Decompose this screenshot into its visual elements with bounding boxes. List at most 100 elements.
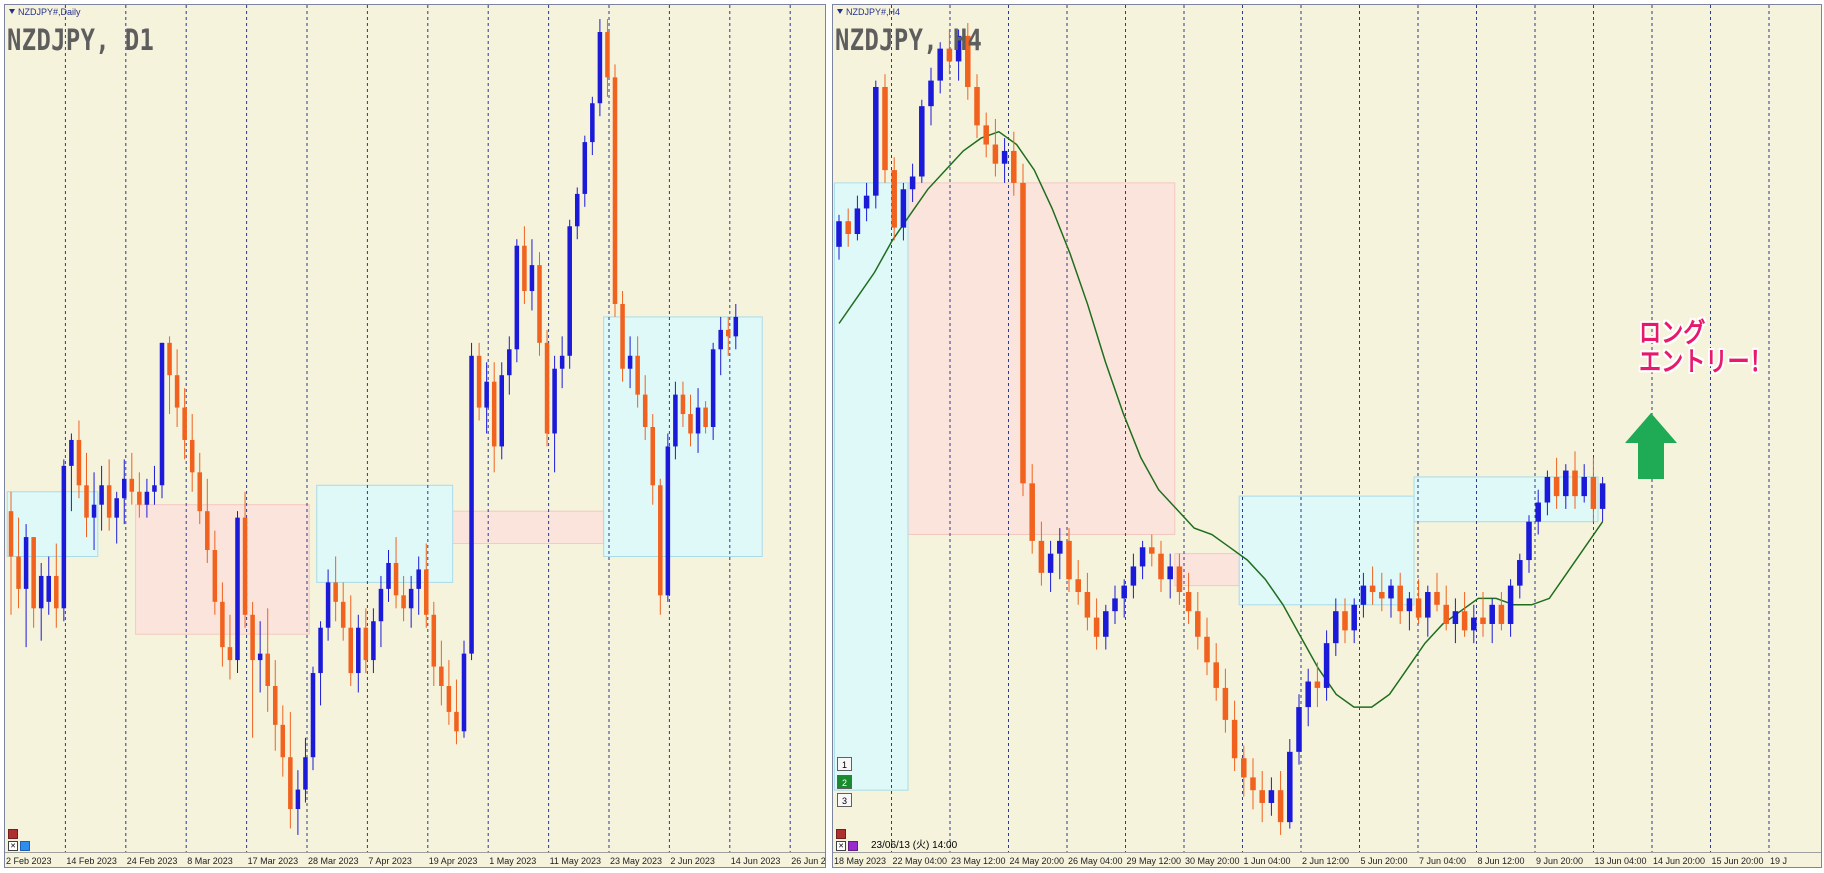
candle-body: [529, 265, 535, 292]
close-chart-icon[interactable]: [836, 829, 846, 839]
candle: [408, 575, 414, 628]
candle-body: [1388, 585, 1394, 599]
candle: [1296, 694, 1302, 765]
candle-body: [1342, 611, 1348, 631]
candle: [1507, 579, 1514, 637]
candle: [733, 303, 739, 350]
candle-body: [189, 439, 195, 473]
candle-body: [227, 647, 233, 661]
daily-candlestick-chart[interactable]: [5, 5, 826, 853]
candle-body: [658, 485, 663, 596]
candle: [227, 614, 233, 680]
candle-body: [928, 80, 934, 107]
x-tick-label: 26 May 04:00: [1068, 856, 1123, 866]
candle-body: [363, 627, 369, 661]
template-button-3[interactable]: 3: [837, 793, 852, 807]
candle: [873, 80, 879, 209]
candle: [544, 329, 550, 447]
candle: [703, 401, 708, 434]
candle-body: [873, 86, 879, 196]
candle-body: [1020, 182, 1026, 484]
candle: [1342, 598, 1348, 644]
candle: [1149, 534, 1155, 567]
candle: [348, 595, 354, 686]
x-tick-label: 30 May 20:00: [1185, 856, 1240, 866]
chart-tab-label: NZDJPY#,H4: [837, 7, 900, 17]
candle: [1480, 592, 1486, 637]
candle: [167, 336, 172, 415]
candle-body: [1443, 604, 1449, 624]
candle: [1139, 540, 1146, 580]
candle: [658, 478, 663, 615]
candle-body: [439, 666, 444, 686]
candle: [431, 601, 437, 686]
candle: [605, 19, 610, 97]
candle: [1130, 553, 1137, 599]
candle-body: [537, 265, 542, 343]
candle-body: [152, 485, 157, 492]
x-axis: 2 Feb 2023 14 Feb 2023 24 Feb 2023 8 Mar 20…: [5, 852, 825, 867]
candle: [642, 375, 648, 440]
x-tick-label: 18 May 2023: [834, 856, 887, 866]
chart-title: NZDJPY, H4: [835, 23, 983, 57]
candle: [900, 182, 907, 241]
candle-body: [627, 355, 633, 369]
template-button-2[interactable]: 2: [837, 775, 852, 789]
x-tick-label: 24 Feb 2023: [126, 856, 178, 866]
candle: [1250, 758, 1256, 810]
candle: [552, 355, 557, 473]
candle-body: [499, 375, 505, 447]
candle-body: [1204, 636, 1210, 663]
candle-body: [38, 575, 44, 609]
candle: [650, 414, 656, 505]
candle: [574, 187, 580, 240]
candle-body: [1259, 790, 1265, 803]
candle-body: [159, 342, 165, 486]
candle: [1526, 515, 1532, 573]
arrow-tool-icon[interactable]: [20, 841, 30, 851]
candle-body: [559, 355, 565, 369]
candle-body: [408, 588, 414, 609]
candle: [1323, 630, 1330, 701]
candle-body: [295, 789, 301, 810]
candle: [620, 291, 625, 382]
chart-window-h4[interactable]: NZDJPY#,H4 NZDJPY, H4 1 2 3 ✕ 23/06/13 (…: [832, 4, 1822, 868]
x-tick-label: 22 May 04:00: [892, 856, 948, 866]
x-tick-label: 28 Mar 2023: [308, 856, 359, 866]
candle: [144, 478, 150, 518]
candle-body: [937, 48, 943, 81]
candle-body: [1535, 502, 1541, 522]
candle-body: [703, 407, 708, 427]
candle-body: [582, 142, 588, 194]
chart-window-daily[interactable]: NZDJPY#,Daily NZDJPY, D1 ✕ 2 Feb 2023 14 …: [4, 4, 826, 868]
candle-body: [1047, 553, 1054, 573]
candle-body: [680, 394, 686, 415]
candle-body: [1507, 585, 1514, 624]
magnet-tool-icon[interactable]: [848, 841, 858, 851]
candle: [1590, 457, 1597, 522]
candle: [310, 666, 316, 771]
candle: [76, 420, 82, 499]
candle: [836, 214, 842, 260]
candle-body: [718, 329, 723, 350]
tab-label-text: NZDJPY#,H4: [846, 7, 901, 17]
candle: [1001, 138, 1008, 183]
candle: [1047, 540, 1054, 593]
candle: [159, 342, 165, 499]
template-button-1[interactable]: 1: [837, 757, 852, 771]
candle: [992, 118, 999, 177]
delete-icon[interactable]: ✕: [836, 841, 846, 851]
h4-candlestick-chart[interactable]: [833, 5, 1822, 853]
candle: [1093, 598, 1100, 650]
candle: [597, 19, 603, 117]
candle: [280, 705, 286, 777]
candle-body: [552, 368, 557, 434]
candle-body: [919, 106, 925, 177]
close-chart-icon[interactable]: [8, 829, 18, 839]
delete-icon[interactable]: ✕: [8, 841, 18, 851]
candle: [1038, 521, 1045, 586]
candle: [1369, 566, 1376, 605]
candle: [220, 582, 225, 667]
supply-zone: [907, 182, 1176, 535]
candle: [529, 239, 535, 311]
